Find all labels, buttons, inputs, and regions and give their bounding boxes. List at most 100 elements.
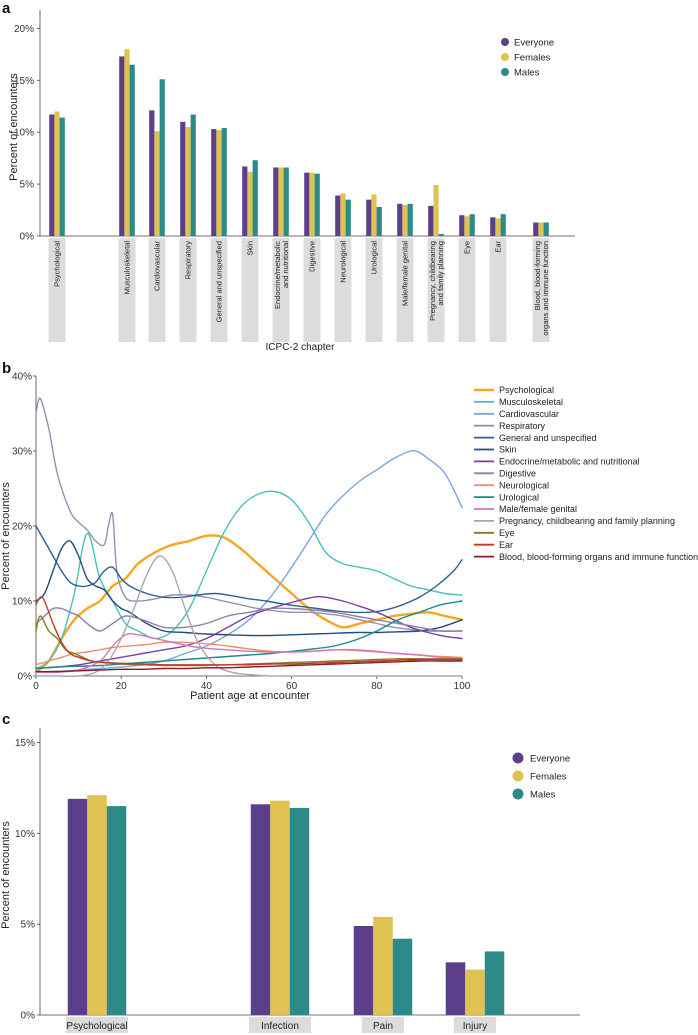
bar-males-respiratory bbox=[190, 114, 196, 236]
category-box-neurological bbox=[334, 238, 352, 342]
bar-everyone-general-and-unspecified bbox=[211, 129, 217, 236]
legend-label-everyone: Everyone bbox=[514, 38, 554, 49]
panel-a-y-tick-label: 15% bbox=[14, 76, 34, 87]
panel-c-letter: c bbox=[2, 711, 10, 728]
bar-everyone-eye bbox=[459, 215, 465, 236]
panel-b-y-axis-label: Percent of encounters bbox=[0, 482, 12, 590]
category-label-endocrine-metabolic-and-nutritional: Endocrine/metabolicand nutritional bbox=[273, 241, 290, 309]
bar-males-endocrine-metabolic-and-nutritional bbox=[283, 167, 289, 236]
category-box-digestive bbox=[303, 238, 321, 342]
legend-label-females: Females bbox=[514, 53, 551, 64]
panel-b-letter: b bbox=[2, 360, 11, 377]
legend-label-skin: Skin bbox=[499, 445, 517, 455]
bar-everyone-psychological bbox=[67, 798, 88, 1015]
panel-b-x-tick-label: 40 bbox=[201, 681, 213, 692]
panel-b-x-axis-label: Patient age at encounter bbox=[190, 690, 310, 702]
panel-c-y-tick-label: 10% bbox=[15, 829, 35, 840]
bar-everyone-endocrine-metabolic-and-nutritional bbox=[273, 167, 279, 236]
panel-b-x-tick-label: 100 bbox=[454, 681, 471, 692]
panel-b-x-tick-label: 20 bbox=[116, 681, 128, 692]
panel-a-y-tick-label: 20% bbox=[14, 24, 34, 35]
bar-males-psychological bbox=[106, 806, 127, 1015]
panel-b-x-tick-label: 0 bbox=[33, 681, 39, 692]
line-ear bbox=[35, 596, 463, 666]
bar-everyone-blood-blood-forming-organs-and-immune-function bbox=[533, 222, 539, 236]
panel-c-bar-chart: c 0% 5% 10% 15% Psychological Infection Pain I… bbox=[0, 711, 580, 1033]
legend-label-males: Males bbox=[530, 790, 556, 801]
panel-a-legend: Everyone Females Males bbox=[501, 38, 554, 79]
legend-label-digestive: Digestive bbox=[499, 469, 536, 479]
bar-females-pain bbox=[373, 916, 393, 1015]
line-male-female-genital bbox=[35, 633, 463, 674]
legend-label-males: Males bbox=[514, 68, 540, 79]
panel-b-line-chart: b 0% 10% 20% 30% 40% 0 20 40 60 80 100 Psychologic… bbox=[0, 360, 698, 702]
legend-label-ear: Ear bbox=[499, 540, 513, 550]
bar-females-digestive bbox=[309, 172, 315, 236]
legend-label-musculoskeletal: Musculoskeletal bbox=[499, 397, 563, 407]
panel-a-bars bbox=[49, 49, 549, 237]
line-general-and-unspecified bbox=[35, 525, 463, 614]
bar-females-psychological bbox=[54, 111, 60, 236]
legend-label-respiratory: Respiratory bbox=[499, 421, 546, 431]
panel-c-y-tick-label: 15% bbox=[15, 738, 35, 749]
category-label-urological: Urological bbox=[370, 241, 379, 275]
category-box-injury bbox=[454, 1017, 496, 1033]
category-box-male-female-genital bbox=[396, 238, 414, 342]
legend-label-blood-blood-forming-organs-and-immune-function: Blood, blood-forming organs and immune f… bbox=[499, 552, 698, 562]
panel-a-axes: 0% 5% 10% 15% 20% bbox=[14, 10, 575, 243]
bar-males-male-female-genital bbox=[407, 203, 413, 236]
legend-marker-males bbox=[512, 788, 524, 800]
legend-marker-everyone bbox=[501, 38, 509, 46]
bar-males-injury bbox=[484, 951, 505, 1015]
line-skin bbox=[35, 540, 463, 637]
bar-males-blood-blood-forming-organs-and-immune-function bbox=[543, 222, 549, 236]
panel-a-x-axis-label: ICPC-2 chapter bbox=[266, 342, 336, 353]
category-label-neurological: Neurological bbox=[339, 241, 348, 283]
panel-a-y-tick-label: 0% bbox=[20, 232, 35, 243]
category-label-eye: Eye bbox=[463, 241, 472, 254]
panel-b-lines bbox=[34, 397, 464, 677]
legend-label-everyone: Everyone bbox=[530, 754, 570, 765]
category-label-pain: Pain bbox=[373, 1021, 393, 1032]
panel-c-bars bbox=[67, 795, 505, 1015]
line-psychological bbox=[34, 534, 464, 674]
category-label-injury: Injury bbox=[463, 1021, 487, 1032]
bar-females-eye bbox=[464, 216, 470, 236]
bar-everyone-injury bbox=[445, 962, 466, 1015]
panel-a-category-labels: Psychological Musculoskeletal Cardiovascul… bbox=[48, 238, 550, 342]
bar-females-endocrine-metabolic-and-nutritional bbox=[278, 167, 284, 236]
legend-label-male-female-genital: Male/female genital bbox=[499, 504, 577, 514]
panel-a-letter: a bbox=[2, 0, 11, 17]
line-musculoskeletal bbox=[35, 490, 463, 670]
category-box-urological bbox=[365, 238, 383, 342]
bar-males-digestive bbox=[314, 173, 320, 236]
category-label-ear: Ear bbox=[494, 240, 503, 252]
category-box-musculoskeletal bbox=[118, 238, 136, 342]
category-label-psychological: Psychological bbox=[66, 1021, 127, 1032]
category-label-general-and-unspecified: General and unspecified bbox=[215, 241, 224, 322]
line-pregnancy-childbearing-and-family-planning bbox=[35, 555, 463, 677]
bar-males-pain bbox=[392, 938, 413, 1015]
line-respiratory bbox=[35, 397, 463, 632]
bar-everyone-cardiovascular bbox=[149, 110, 155, 236]
panel-b-x-tick-label: 80 bbox=[371, 681, 383, 692]
bar-everyone-digestive bbox=[304, 172, 310, 236]
legend-marker-females bbox=[512, 770, 524, 782]
category-box-psychological bbox=[66, 1017, 128, 1033]
bar-everyone-neurological bbox=[335, 195, 341, 236]
category-box-ear bbox=[489, 238, 507, 342]
legend-label-urological: Urological bbox=[499, 492, 539, 502]
bar-females-neurological bbox=[340, 193, 346, 236]
category-label-musculoskeletal: Musculoskeletal bbox=[123, 241, 132, 295]
category-box-endocrine-metabolic-and-nutritional bbox=[272, 238, 290, 342]
category-box-pregnancy-childbearing-and-family-planning bbox=[427, 238, 445, 342]
bar-everyone-psychological bbox=[49, 114, 55, 236]
bar-females-urological bbox=[371, 194, 377, 236]
line-digestive bbox=[35, 607, 463, 632]
category-box-blood-blood-forming-organs-and-immune-function bbox=[532, 238, 550, 342]
bar-females-general-and-unspecified bbox=[216, 130, 222, 236]
panel-a-y-axis-label: Percent of encounters bbox=[8, 73, 20, 181]
legend-marker-males bbox=[501, 68, 509, 76]
legend-label-cardiovascular: Cardiovascular bbox=[499, 409, 559, 419]
